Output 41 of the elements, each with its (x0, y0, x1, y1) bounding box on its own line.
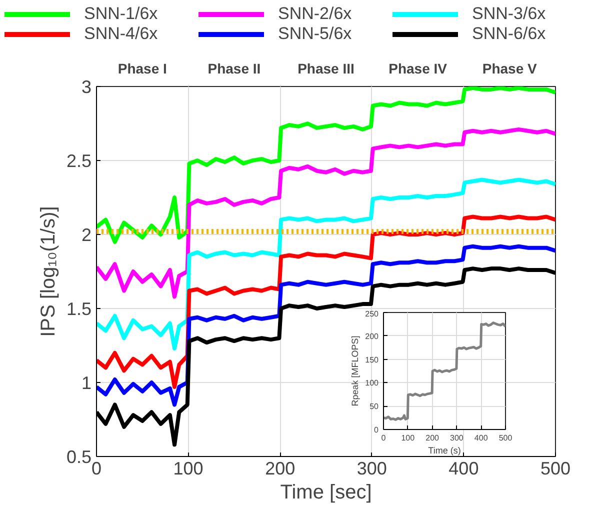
y-tick-label: 3 (81, 77, 92, 97)
text: Phase III (298, 60, 354, 76)
x-tick-label: 500 (498, 434, 513, 442)
x-tick-label: 200 (426, 434, 440, 442)
legend-label: SNN-5/6x (278, 24, 353, 44)
y-tick-label: 100 (365, 378, 380, 388)
x-tick-label: 400 (474, 434, 488, 442)
y-axis-title: IPS [log₁₀(1/s)] (37, 206, 60, 337)
x-tick-label: 100 (173, 458, 204, 478)
legend-label: SNN-4/6x (84, 24, 159, 44)
line-series (384, 322, 506, 421)
legend-label: SNN-6/6x (472, 24, 547, 44)
text: Phase IV (388, 60, 448, 76)
legend-label: SNN-2/6x (278, 4, 353, 24)
legend-label: SNN-3/6x (472, 4, 547, 24)
y-tick-label: 1.5 (66, 299, 92, 319)
y-tick-label: 0.5 (66, 447, 92, 467)
y-tick-label: 250 (365, 310, 380, 318)
x-tick-label: 400 (448, 458, 479, 478)
x-tick-label: 300 (356, 458, 387, 478)
text: Phase V (482, 60, 538, 76)
x-tick-label: 300 (450, 434, 464, 442)
x-tick-label: 0 (381, 434, 386, 442)
text: Phase II (208, 60, 261, 76)
y-tick-label: 2 (81, 225, 92, 245)
legend-label: SNN-1/6x (84, 4, 159, 24)
x-tick-label: 200 (265, 458, 296, 478)
y-tick-label: 50 (370, 402, 380, 412)
y-tick-label: 0 (374, 426, 380, 434)
x-tick-label: 100 (401, 434, 416, 442)
line-series (96, 127, 556, 299)
line-series (96, 86, 556, 244)
text: Phase I (118, 60, 167, 76)
x-axis-title: Time (s) (428, 446, 461, 456)
y-tick-label: 150 (365, 355, 380, 364)
y-tick-label: 200 (365, 332, 380, 341)
y-tick-label: 2.5 (66, 151, 92, 171)
x-axis-title: Time [sec] (280, 482, 372, 504)
y-axis-title: Rpeak [MFLOPS] (350, 336, 360, 406)
y-tick-label: 1 (81, 373, 92, 393)
x-tick-label: 500 (540, 458, 571, 478)
